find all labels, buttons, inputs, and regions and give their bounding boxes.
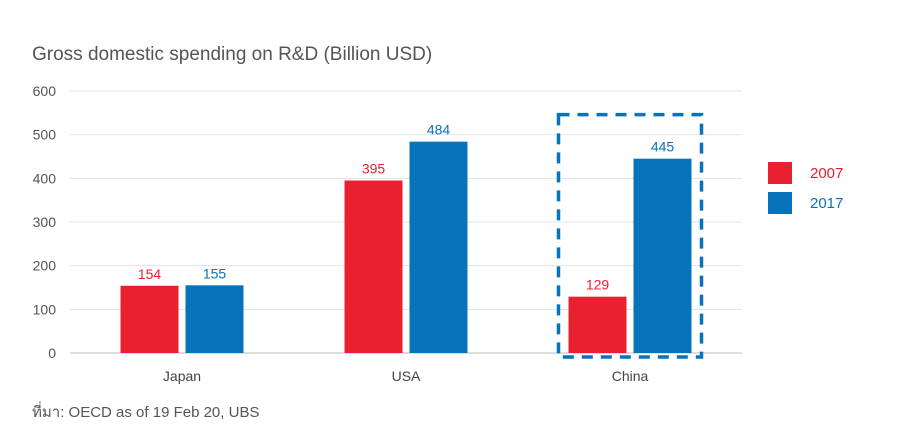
bar-usa-2007 [344,180,403,353]
y-tick-400: 400 [33,170,57,186]
bar-china-2017 [633,158,692,353]
source-note: ที่มา: OECD as of 19 Feb 20, UBS [32,404,260,421]
data-label-china-2007: 129 [586,277,610,293]
bar-japan-2007 [120,285,179,353]
x-axis-ticks: Japan USA China [163,368,649,384]
y-tick-100: 100 [33,301,57,317]
legend: 2007 2017 [768,162,843,222]
data-label-usa-2017: 484 [427,122,451,138]
data-label-japan-2007: 154 [138,266,162,282]
legend-item-2007: 2007 [768,162,843,184]
gridlines [70,90,742,354]
legend-label-2007: 2007 [810,164,844,182]
data-labels: 154 155 395 484 129 445 [138,122,675,293]
y-axis-ticks: 0 100 200 300 400 500 600 [33,83,57,361]
bar-usa-2017 [409,141,468,353]
data-label-china-2017: 445 [651,139,675,155]
legend-swatch-2017 [768,192,792,214]
bar-china-2007 [568,296,627,353]
y-tick-600: 600 [33,83,57,99]
y-tick-0: 0 [48,345,56,361]
x-tick-japan: Japan [163,368,201,384]
x-tick-usa: USA [392,368,421,384]
y-tick-500: 500 [33,127,57,143]
legend-swatch-2007 [768,162,792,184]
y-tick-300: 300 [33,214,57,230]
x-tick-china: China [612,368,649,384]
highlight-box-china [556,112,704,359]
bars [120,141,692,353]
legend-label-2017: 2017 [810,194,844,212]
chart-title: Gross domestic spending on R&D (Billion … [32,44,433,65]
legend-item-2017: 2017 [768,192,843,214]
data-label-japan-2017: 155 [203,265,227,281]
bar-japan-2017 [185,285,244,353]
data-label-usa-2007: 395 [362,161,386,177]
y-tick-200: 200 [33,258,57,274]
highlight-group [556,112,704,359]
